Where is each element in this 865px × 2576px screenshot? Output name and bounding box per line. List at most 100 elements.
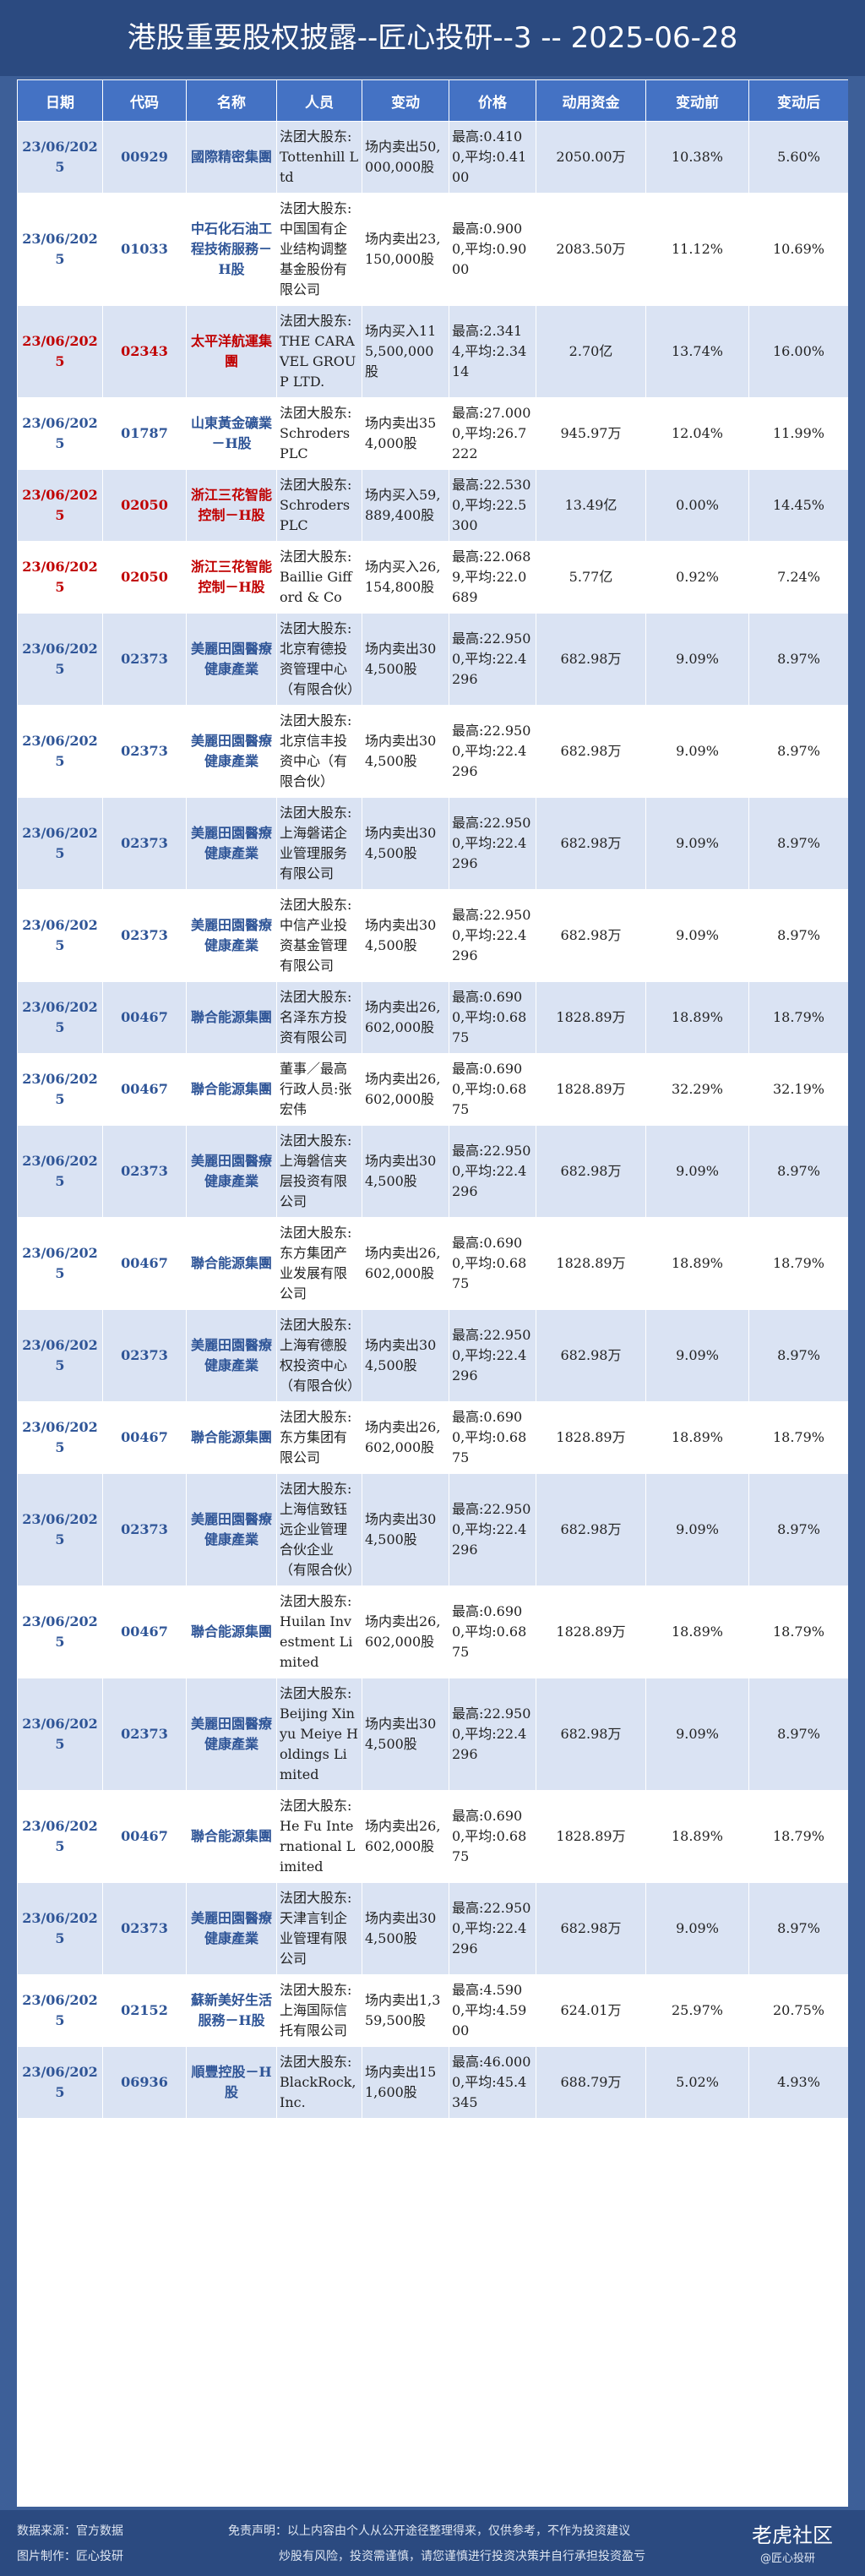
price-cell: 最高:22.5300,平均:22.5300 — [449, 469, 536, 542]
code-cell: 02373 — [102, 797, 187, 890]
table-row: 23/06/2025 02373 美麗田園醫療健康產業 法团大股东:中信产业投资基金管… — [17, 889, 848, 982]
holder-cell: 法团大股东:上海宥德股权投资中心（有限合伙） — [276, 1309, 362, 1402]
footer: 数据来源：官方数据 图片制作：匠心投研 免责声明：以上内容由个人从公开途径整理得… — [0, 2510, 865, 2576]
risk-note: 炒股有风险，投资需谨慎，请您谨慎进行投资决策并自行承担投资盈亏 — [279, 2550, 645, 2563]
code-cell: 02373 — [102, 1473, 187, 1586]
amount-cell: 682.98万 — [536, 889, 646, 982]
code-cell: 02373 — [102, 1882, 187, 1975]
code-cell: 02373 — [102, 1678, 187, 1791]
date-cell: 23/06/2025 — [17, 2046, 103, 2119]
amount-cell: 1828.89万 — [536, 1585, 646, 1678]
before-cell: 9.09% — [645, 1882, 749, 1975]
table-row: 23/06/2025 02373 美麗田園醫療健康產業 法团大股东:Beijing X… — [17, 1678, 848, 1791]
after-cell: 8.97% — [748, 705, 848, 798]
code-cell: 06936 — [102, 2046, 187, 2119]
table-row: 23/06/2025 01033 中石化石油工程技術服務－H股 法团大股东:中国国有企… — [17, 193, 848, 306]
amount-cell: 2050.00万 — [536, 121, 646, 194]
before-cell: 18.89% — [645, 1401, 749, 1474]
holder-cell: 法团大股东:BlackRock, Inc. — [276, 2046, 362, 2119]
date-cell: 23/06/2025 — [17, 981, 103, 1054]
name-cell: 山東黃金礦業－H股 — [186, 397, 277, 470]
date-cell: 23/06/2025 — [17, 889, 103, 982]
date-cell: 23/06/2025 — [17, 1217, 103, 1310]
code-cell: 00467 — [102, 1585, 187, 1678]
name-cell: 聯合能源集團 — [186, 1401, 277, 1474]
holder-cell: 法团大股东:名泽东方投资有限公司 — [276, 981, 362, 1054]
code-cell: 00467 — [102, 1053, 187, 1126]
holder-cell: 法团大股东:Tottenhill Ltd — [276, 121, 362, 194]
price-cell: 最高:22.9500,平均:22.4296 — [449, 613, 536, 706]
after-cell: 8.97% — [748, 797, 848, 890]
holder-cell: 法团大股东:Baillie Gifford & Co — [276, 541, 362, 614]
before-cell: 9.09% — [645, 1125, 749, 1218]
date-cell: 23/06/2025 — [17, 1882, 103, 1975]
column-header: 价格 — [449, 79, 536, 122]
change-cell: 场内卖出50,000,000股 — [362, 121, 449, 194]
price-cell: 最高:22.9500,平均:22.4296 — [449, 1125, 536, 1218]
change-cell: 场内卖出304,500股 — [362, 1678, 449, 1791]
price-cell: 最高:0.6900,平均:0.6875 — [449, 1217, 536, 1310]
price-cell: 最高:0.6900,平均:0.6875 — [449, 1401, 536, 1474]
holder-cell: 法团大股东:上海磐信夹层投资有限公司 — [276, 1125, 362, 1218]
table-row: 23/06/2025 02373 美麗田園醫療健康產業 法团大股东:上海磐信夹层投资有… — [17, 1125, 848, 1218]
data-source: 数据来源：官方数据 — [17, 2524, 123, 2538]
header-row: 日期 代码 名称 人员 变动 价格 动用资金 变动前 变动后 — [17, 79, 848, 122]
amount-cell: 682.98万 — [536, 1125, 646, 1218]
holder-cell: 法团大股东:上海国际信托有限公司 — [276, 1974, 362, 2047]
change-cell: 场内卖出304,500股 — [362, 1125, 449, 1218]
name-cell: 中石化石油工程技術服務－H股 — [186, 193, 277, 306]
amount-cell: 5.77亿 — [536, 541, 646, 614]
amount-cell: 682.98万 — [536, 797, 646, 890]
code-cell: 02373 — [102, 705, 187, 798]
holder-cell: 法团大股东:Beijing Xinyu Meiye Holdings Limit… — [276, 1678, 362, 1791]
after-cell: 16.00% — [748, 305, 848, 398]
name-cell: 浙江三花智能控制－H股 — [186, 541, 277, 614]
date-cell: 23/06/2025 — [17, 1585, 103, 1678]
after-cell: 8.97% — [748, 613, 848, 706]
amount-cell: 682.98万 — [536, 613, 646, 706]
price-cell: 最高:22.9500,平均:22.4296 — [449, 1678, 536, 1791]
date-cell: 23/06/2025 — [17, 1125, 103, 1218]
before-cell: 9.09% — [645, 889, 749, 982]
table-row: 23/06/2025 00467 聯合能源集團 法团大股东:Huilan Invest… — [17, 1585, 848, 1678]
page-title: 港股重要股权披露--匠心投研--3 -- 2025-06-28 — [0, 0, 865, 76]
name-cell: 太平洋航運集團 — [186, 305, 277, 398]
after-cell: 20.75% — [748, 1974, 848, 2047]
amount-cell: 945.97万 — [536, 397, 646, 470]
disclosure-table: 日期 代码 名称 人员 变动 价格 动用资金 变动前 变动后 23/06/2025 00929 國際… — [17, 79, 848, 2119]
name-cell: 美麗田園醫療健康產業 — [186, 889, 277, 982]
table-container: 日期 代码 名称 人员 变动 价格 动用资金 变动前 变动后 23/06/2025 00929 國際… — [17, 79, 848, 2507]
change-cell: 场内卖出26,602,000股 — [362, 1401, 449, 1474]
amount-cell: 682.98万 — [536, 1678, 646, 1791]
change-cell: 场内买入59,889,400股 — [362, 469, 449, 542]
watermark: 老虎社区 — [752, 2524, 833, 2547]
date-cell: 23/06/2025 — [17, 541, 103, 614]
name-cell: 聯合能源集團 — [186, 1790, 277, 1883]
table-row: 23/06/2025 02050 浙江三花智能控制－H股 法团大股东:Schroder… — [17, 469, 848, 542]
price-cell: 最高:22.0689,平均:22.0689 — [449, 541, 536, 614]
name-cell: 美麗田園醫療健康產業 — [186, 1125, 277, 1218]
name-cell: 美麗田園醫療健康產業 — [186, 613, 277, 706]
name-cell: 順豐控股－H股 — [186, 2046, 277, 2119]
before-cell: 9.09% — [645, 797, 749, 890]
price-cell: 最高:0.6900,平均:0.6875 — [449, 1790, 536, 1883]
code-cell: 00467 — [102, 981, 187, 1054]
table-row: 23/06/2025 00467 聯合能源集團 董事／最高行政人员:张宏伟 场内卖出26… — [17, 1053, 848, 1126]
date-cell: 23/06/2025 — [17, 305, 103, 398]
holder-cell: 法团大股东:东方集团有限公司 — [276, 1401, 362, 1474]
amount-cell: 682.98万 — [536, 1882, 646, 1975]
before-cell: 18.89% — [645, 981, 749, 1054]
date-cell: 23/06/2025 — [17, 1473, 103, 1586]
table-row: 23/06/2025 00929 國際精密集團 法团大股东:Tottenhill Lt… — [17, 121, 848, 194]
name-cell: 國際精密集團 — [186, 121, 277, 194]
table-row: 23/06/2025 02373 美麗田園醫療健康產業 法团大股东:上海磐诺企业管理服… — [17, 797, 848, 890]
holder-cell: 法团大股东:He Fu International Limited — [276, 1790, 362, 1883]
price-cell: 最高:0.4100,平均:0.4100 — [449, 121, 536, 194]
amount-cell: 1828.89万 — [536, 981, 646, 1054]
table-row: 23/06/2025 02152 蘇新美好生活服務－H股 法团大股东:上海国际信托有限… — [17, 1974, 848, 2047]
code-cell: 02050 — [102, 541, 187, 614]
code-cell: 02373 — [102, 1309, 187, 1402]
change-cell: 场内卖出304,500股 — [362, 1473, 449, 1586]
code-cell: 01033 — [102, 193, 187, 306]
